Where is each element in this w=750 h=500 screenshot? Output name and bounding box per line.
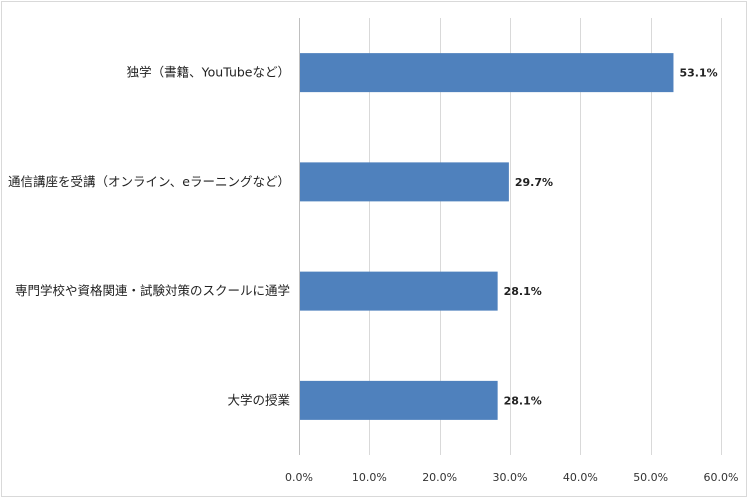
category-label: 大学の授業: [227, 392, 290, 407]
bar: [300, 53, 674, 93]
x-tick-label: 60.0%: [704, 471, 739, 484]
x-tick-label: 10.0%: [352, 471, 387, 484]
bar-value-label: 53.1%: [679, 67, 717, 80]
x-tick-label: 20.0%: [422, 471, 457, 484]
category-label: 独学（書籍、YouTubeなど）: [127, 65, 290, 80]
bar: [300, 380, 498, 420]
category-label: 通信講座を受講（オンライン、eラーニングなど）: [8, 174, 290, 189]
bar-value-label: 28.1%: [504, 394, 542, 407]
bar-value-label: 29.7%: [515, 176, 553, 189]
x-tick-label: 0.0%: [285, 471, 313, 484]
value-labels: 53.1% 29.7% 28.1% 28.1%: [504, 67, 718, 408]
bars: [300, 53, 674, 420]
x-axis-tick-labels: 0.0% 10.0% 20.0% 30.0% 40.0% 50.0% 60.0%: [285, 471, 738, 484]
bar: [300, 162, 509, 202]
x-tick-label: 50.0%: [633, 471, 668, 484]
bar-value-label: 28.1%: [504, 285, 542, 298]
category-label: 専門学校や資格関連・試験対策のスクールに通学: [15, 283, 290, 298]
category-labels: 独学（書籍、YouTubeなど） 通信講座を受講（オンライン、eラーニングなど） 専…: [8, 65, 290, 408]
x-tick-label: 30.0%: [493, 471, 528, 484]
x-tick-label: 40.0%: [563, 471, 598, 484]
bar: [300, 271, 498, 311]
